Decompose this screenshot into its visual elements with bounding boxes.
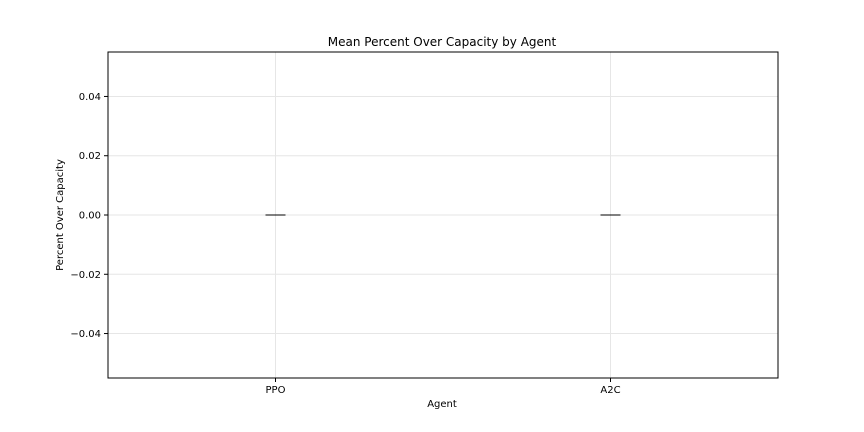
y-tick-label: 0.04 <box>79 92 101 103</box>
y-tick-label: −0.04 <box>70 329 101 340</box>
x-tick-label: A2C <box>600 385 620 396</box>
x-axis: PPO A2C <box>266 378 621 396</box>
y-axis-label: Percent Over Capacity <box>55 159 66 271</box>
y-tick-label: 0.00 <box>79 211 101 222</box>
x-axis-label: Agent <box>427 399 457 410</box>
y-axis: −0.04 −0.02 0.00 0.02 0.04 <box>70 92 108 340</box>
chart-title: Mean Percent Over Capacity by Agent <box>328 35 557 49</box>
x-tick-label: PPO <box>266 385 286 396</box>
bars <box>265 214 621 216</box>
bar-ppo <box>265 214 286 216</box>
bar-a2c <box>600 214 621 216</box>
grid-lines <box>108 52 778 378</box>
y-tick-label: 0.02 <box>79 151 101 162</box>
y-tick-label: −0.02 <box>70 270 101 281</box>
